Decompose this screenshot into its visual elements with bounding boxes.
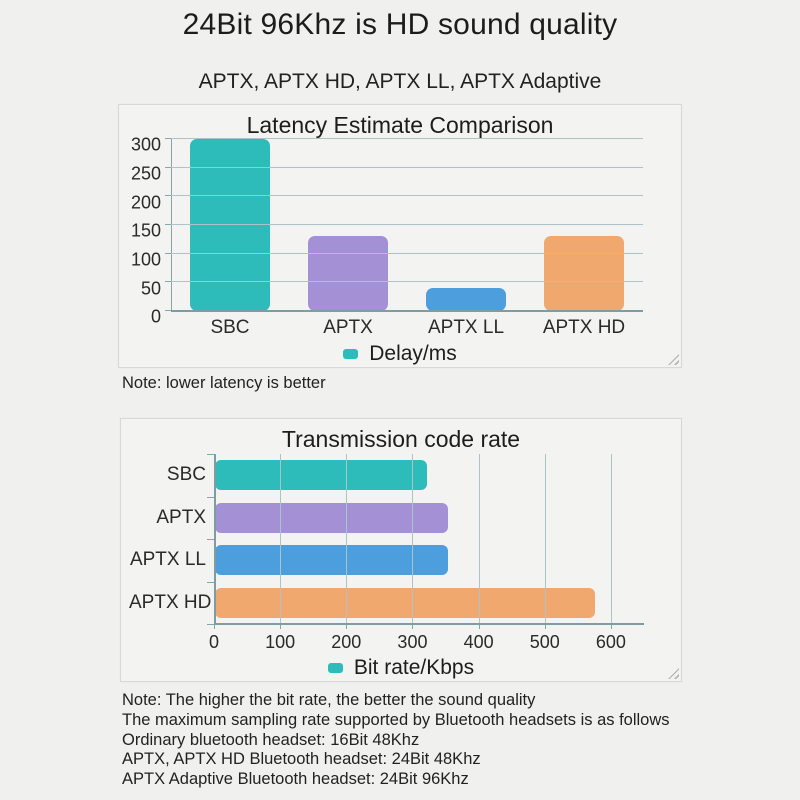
bar-slot [289, 139, 407, 311]
category-label: SBC [166, 464, 206, 486]
resize-grip-icon [668, 354, 679, 365]
bar-sbc [215, 460, 427, 491]
gridline [544, 454, 546, 624]
x-tick-label: 600 [595, 632, 626, 652]
bitrate-legend-label: Bit rate/Kbps [353, 656, 475, 679]
x-tick-mark [346, 624, 348, 629]
x-tick-mark [280, 624, 282, 629]
x-tick-label: 200 [331, 632, 362, 652]
y-tick-mark [165, 166, 171, 168]
gridline [280, 454, 282, 624]
y-tick-mark [207, 624, 214, 625]
latency-legend-swatch-icon [343, 349, 359, 359]
x-tick-label: 100 [265, 632, 296, 652]
y-tick-mark [165, 252, 171, 254]
bitrate-legend: Bit rate/Kbps [121, 656, 681, 680]
bar-aptx-hd [544, 236, 624, 311]
latency-y-axis [171, 139, 172, 312]
x-tick-mark [412, 624, 414, 629]
y-tick-mark [207, 496, 214, 498]
latency-bars [171, 139, 643, 311]
category-label: APTX LL [129, 549, 206, 571]
gridline [610, 454, 612, 624]
y-tick-mark [165, 138, 171, 139]
latency-legend: Delay/ms [119, 342, 681, 366]
y-tick-label: 250 [130, 163, 161, 184]
bitrate-legend-swatch-icon [327, 663, 343, 673]
gridline [171, 252, 643, 254]
gridline [171, 138, 643, 139]
y-tick-label: 100 [130, 249, 161, 270]
page-title: 24Bit 96Khz is HD sound quality [182, 8, 618, 41]
sampling-rate-text-block: The maximum sampling rate supported by B… [122, 711, 670, 789]
y-tick-label: 200 [130, 192, 161, 213]
bar-aptx-hd [215, 587, 596, 618]
y-tick-mark [165, 224, 171, 225]
sampling-line: APTX, APTX HD Bluetooth headset: 24Bit 4… [122, 750, 481, 769]
latency-legend-label: Delay/ms [369, 342, 457, 365]
y-tick-mark [165, 310, 171, 311]
latency-category-labels: SBC APTX APTX LL APTX HD [171, 317, 643, 339]
page-subtitle: APTX, APTX HD, APTX LL, APTX Adaptive [198, 70, 602, 93]
category-label: APTX LL [427, 317, 505, 338]
gridline [346, 454, 348, 624]
x-tick-mark [544, 624, 546, 629]
bitrate-note: Note: The higher the bit rate, the bette… [122, 691, 536, 709]
sampling-line: Ordinary bluetooth headset: 16Bit 48Khz [122, 730, 420, 749]
y-tick-mark [207, 454, 214, 455]
bar-aptx [308, 236, 388, 311]
gridline [171, 224, 643, 225]
x-tick-mark [214, 624, 215, 629]
x-tick-label: 400 [463, 632, 494, 652]
y-tick-mark [207, 539, 214, 540]
gridline [478, 454, 480, 624]
gridline [171, 195, 643, 197]
bar-slot [525, 139, 643, 311]
bitrate-chart-panel: Transmission code rate SBC APTX APTX LL APT… [120, 418, 682, 682]
y-tick-mark [165, 195, 171, 197]
y-tick-mark [207, 581, 214, 583]
y-tick-label: 300 [130, 134, 161, 155]
y-tick-label: 0 [150, 306, 161, 327]
gridline [412, 454, 414, 624]
bar-slot [171, 139, 289, 311]
category-label: APTX HD [129, 591, 212, 613]
x-tick-label: 0 [208, 632, 220, 652]
x-tick-label: 300 [397, 632, 428, 652]
sampling-intro-line: The maximum sampling rate supported by B… [122, 711, 670, 729]
bitrate-x-axis [214, 623, 644, 625]
bitrate-plot-area: 0 100 200 300 400 500 600 [207, 454, 644, 652]
sampling-line: APTX Adaptive Bluetooth headset: 24Bit 9… [122, 769, 469, 788]
y-tick-label: 50 [140, 278, 161, 299]
x-tick-label: 500 [529, 632, 560, 652]
bar-sbc [190, 139, 270, 311]
category-label: SBC [210, 317, 250, 338]
latency-chart-title: Latency Estimate Comparison [246, 112, 554, 138]
bar-aptx [215, 502, 448, 533]
resize-grip-icon [668, 668, 679, 679]
latency-x-axis [171, 310, 643, 312]
category-label: APTX HD [542, 317, 626, 338]
category-label: APTX [323, 317, 373, 338]
bitrate-chart-title: Transmission code rate [281, 426, 521, 452]
x-tick-mark [478, 624, 480, 629]
category-label: APTX [156, 506, 206, 528]
y-tick-label: 150 [130, 220, 161, 241]
bitrate-y-axis [214, 454, 216, 624]
y-tick-mark [165, 281, 171, 283]
latency-note: Note: lower latency is better [122, 374, 326, 392]
gridline [171, 166, 643, 168]
bitrate-category-labels: SBC APTX APTX LL APTX HD [129, 454, 212, 624]
bar-slot [407, 139, 525, 311]
bitrate-bars [214, 454, 644, 624]
latency-chart-panel: Latency Estimate Comparison 0 50 100 150 200… [118, 104, 682, 368]
bar-aptx-ll [215, 545, 448, 576]
x-tick-mark [610, 624, 612, 629]
bar-aptx-ll [426, 288, 506, 311]
latency-plot-area: 0 50 100 150 200 250 300 [131, 135, 643, 327]
gridline [171, 281, 643, 283]
